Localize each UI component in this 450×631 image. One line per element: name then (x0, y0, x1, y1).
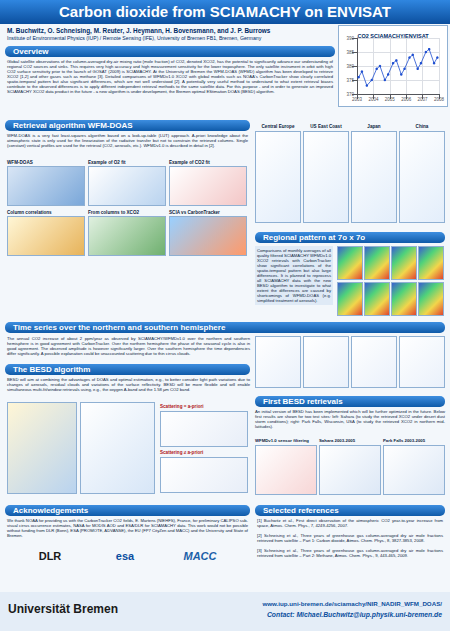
svg-text:2003: 2003 (352, 97, 363, 102)
html-text:Example of O2 fit: Example of O2 fit (88, 160, 126, 165)
html-text:Scattering ≠ a-priori: Scattering ≠ a-priori (160, 450, 204, 455)
html-text:WFM-DOAS: WFM-DOAS (7, 160, 33, 165)
html-text:We thank NOAA for providing us: We thank NOAA for providing us with the … (7, 518, 248, 538)
html-text:SCIA vs CarbonTracker: SCIA vs CarbonTracker (169, 210, 220, 215)
html-text:The BESD algorithm: The BESD algorithm (13, 365, 91, 374)
svg-text:370: 370 (346, 92, 354, 97)
html-text:Park Falls 2003-2005: Park Falls 2003-2005 (383, 438, 425, 443)
html-text:US East Coast: US East Coast (310, 124, 342, 129)
svg-text:2004: 2004 (368, 97, 379, 102)
html-text:Retrieval algorithm WFM-DOAS: Retrieval algorithm WFM-DOAS (13, 121, 133, 130)
html-text:Overview: Overview (13, 47, 49, 56)
html-text:Universität Bremen: Universität Bremen (8, 602, 118, 616)
html-text:[3] Schneising et al., Three y: [3] Schneising et al., Three years of gr… (257, 548, 443, 558)
html-text:First BESD retrievals: First BESD retrievals (263, 397, 343, 406)
html-text:Japan: Japan (367, 124, 381, 129)
html-text:Carbon dioxide from SCIAMACHY: Carbon dioxide from SCIAMACHY on ENVISAT (59, 3, 391, 20)
html-text:[2] Schneising et al., Three y: [2] Schneising et al., Three years of gr… (257, 533, 443, 543)
svg-text:2006: 2006 (401, 97, 412, 102)
html-text:An initial version of BESD has: An initial version of BESD has been impl… (255, 409, 445, 429)
svg-text:385: 385 (346, 50, 354, 55)
html-text:Selected references: Selected references (263, 506, 339, 515)
html-text:M. Buchwitz, O. Schneising, M.: M. Buchwitz, O. Schneising, M. Reuter, J… (7, 27, 271, 34)
html-text:From columns to XCO2: From columns to XCO2 (88, 210, 140, 215)
html-text:esa: esa (115, 550, 135, 562)
html-text:WFMDv1.0 sensor filtering: WFMDv1.0 sensor filtering (255, 438, 309, 443)
html-text:BESD will aim at combining the: BESD will aim at combining the advantage… (7, 377, 250, 392)
html-text:MACC: MACC (183, 550, 217, 562)
html-text:Central Europe: Central Europe (261, 124, 295, 129)
html-text:Column correlations: Column correlations (7, 210, 52, 215)
html-text:Institute of Environmental Phy: Institute of Environmental Physics (IUP)… (7, 35, 262, 41)
html-text:Contact: Michael.Buchwitz@iup.: Contact: Michael.Buchwitz@iup.physik.uni… (266, 611, 442, 618)
html-text:The annual CO2 increase of abo: The annual CO2 increase of about 2 ppm/y… (7, 336, 250, 356)
svg-text:2007: 2007 (418, 97, 429, 102)
html-text:[1] Buchwitz et al., First dir: [1] Buchwitz et al., First direct observ… (257, 518, 443, 528)
svg-text:380: 380 (346, 64, 354, 69)
html-text:Acknowledgements: Acknowledgements (13, 506, 89, 515)
html-text:Regional pattern at 7o x 7o: Regional pattern at 7o x 7o (263, 233, 366, 242)
svg-text:375: 375 (346, 78, 354, 83)
svg-text:2008: 2008 (434, 97, 445, 102)
svg-text:390: 390 (346, 36, 354, 41)
html-text:Sahara 2003-2005: Sahara 2003-2005 (319, 438, 356, 443)
html-text:Comparisons of monthly average: Comparisons of monthly averages of all q… (257, 248, 331, 303)
html-text:Scattering = a-priori: Scattering = a-priori (160, 404, 204, 409)
svg-text:CO2 SCIAMACHY/ENVISAT: CO2 SCIAMACHY/ENVISAT (357, 33, 429, 39)
svg-text:2005: 2005 (385, 97, 396, 102)
html-text:Time series over the northern: Time series over the northern and southe… (13, 323, 226, 332)
html-text:www.iup.uni-bremen.de/sciamach: www.iup.uni-bremen.de/sciamachy/NIR_NADI… (262, 600, 442, 607)
html-text:WFM-DOAS is a very fast least-: WFM-DOAS is a very fast least-squares al… (7, 133, 248, 148)
html-text:DLR: DLR (38, 550, 62, 562)
html-text:China: China (415, 124, 429, 129)
html-text:Global satellite observations: Global satellite observations of the col… (7, 59, 333, 94)
html-text:Example of CO2 fit: Example of CO2 fit (169, 160, 210, 165)
